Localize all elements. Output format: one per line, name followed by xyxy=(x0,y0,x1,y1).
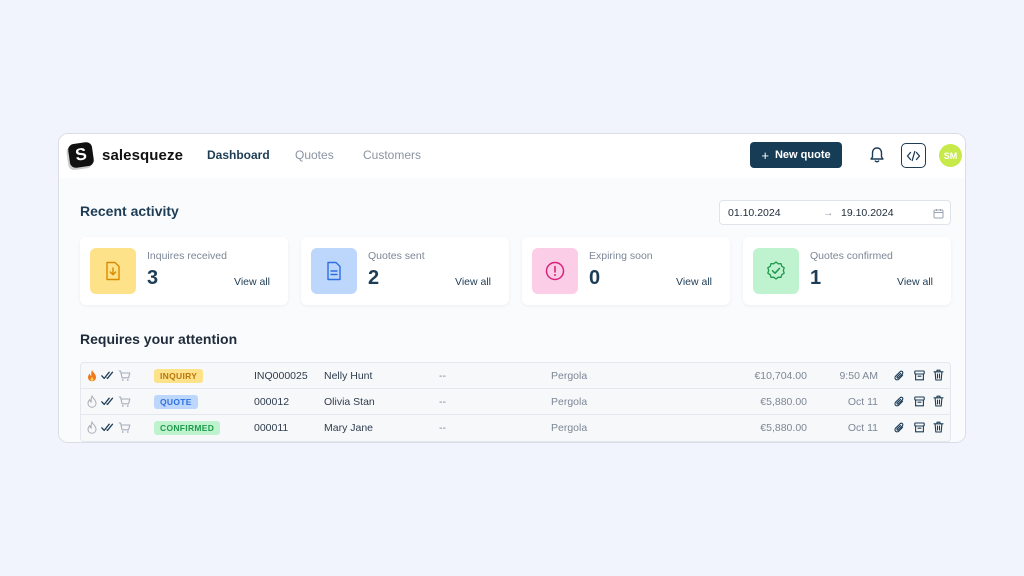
time: Oct 11 xyxy=(847,396,878,408)
card-quotes-confirmed: Quotes confirmed 1 View all xyxy=(743,237,951,305)
date-from: 01.10.2024 xyxy=(728,207,781,219)
brand-name: salesqueze xyxy=(102,146,184,164)
product-name: Pergola xyxy=(551,422,588,434)
new-quote-label: New quote xyxy=(774,149,831,161)
paperclip-icon[interactable] xyxy=(894,370,905,382)
view-all-link[interactable]: View all xyxy=(234,276,270,288)
status-badge: CONFIRMED xyxy=(154,421,221,435)
card-label: Quotes confirmed xyxy=(810,250,893,262)
check-badge-icon xyxy=(767,261,785,280)
new-quote-button[interactable]: + New quote xyxy=(750,142,842,168)
status-badge: QUOTE xyxy=(154,395,198,409)
amount: €5,880.00 xyxy=(760,422,807,434)
paperclip-icon[interactable] xyxy=(894,422,905,434)
cart-icon[interactable] xyxy=(118,370,131,382)
paperclip-icon[interactable] xyxy=(894,396,905,408)
customer-name[interactable]: Nelly Hunt xyxy=(324,370,373,382)
placeholder-value: -- xyxy=(439,422,446,434)
view-all-link[interactable]: View all xyxy=(676,276,712,288)
app-window: S salesqueze Dashboard Quotes Customers … xyxy=(58,133,966,443)
placeholder-value: -- xyxy=(439,396,446,408)
time: Oct 11 xyxy=(847,422,878,434)
card-value: 0 xyxy=(589,267,601,289)
top-navbar: S salesqueze Dashboard Quotes Customers … xyxy=(59,134,965,178)
flame-icon[interactable] xyxy=(86,369,98,382)
card-label: Quotes sent xyxy=(368,250,425,262)
archive-icon[interactable] xyxy=(914,370,925,381)
alert-circle-icon xyxy=(545,261,565,281)
calendar-icon[interactable] xyxy=(933,208,944,219)
nav-quotes[interactable]: Quotes xyxy=(295,148,334,162)
card-label: Expiring soon xyxy=(589,250,653,262)
table-row[interactable]: QUOTE 000012 Olivia Stan -- Pergola €5,8… xyxy=(81,389,950,415)
trash-icon[interactable] xyxy=(933,369,944,381)
double-check-icon xyxy=(101,397,114,406)
customer-name[interactable]: Mary Jane xyxy=(324,422,374,434)
placeholder-value: -- xyxy=(439,370,446,382)
trash-icon[interactable] xyxy=(933,421,944,433)
amount: €5,880.00 xyxy=(760,396,807,408)
flame-icon[interactable] xyxy=(86,395,98,408)
download-file-icon xyxy=(106,261,120,281)
table-row[interactable]: INQUIRY INQ000025 Nelly Hunt -- Pergola … xyxy=(81,363,950,389)
card-icon-box xyxy=(753,248,799,294)
brand-logo[interactable]: S salesqueze xyxy=(67,141,184,169)
table-row[interactable]: CONFIRMED 000011 Mary Jane -- Pergola €5… xyxy=(81,415,950,441)
quote-id[interactable]: 000012 xyxy=(254,396,290,408)
archive-icon[interactable] xyxy=(914,422,925,433)
product-name: Pergola xyxy=(551,396,588,408)
code-icon xyxy=(906,150,921,161)
card-expiring-soon: Expiring soon 0 View all xyxy=(522,237,730,305)
cart-icon[interactable] xyxy=(118,396,131,408)
embed-code-button[interactable] xyxy=(901,143,926,168)
trash-icon[interactable] xyxy=(933,395,944,407)
card-value: 3 xyxy=(147,267,159,289)
quote-id[interactable]: 000011 xyxy=(254,422,289,434)
card-icon-box xyxy=(532,248,578,294)
double-check-icon xyxy=(101,371,114,380)
date-to: 19.10.2024 xyxy=(841,207,894,219)
card-icon-box xyxy=(311,248,357,294)
view-all-link[interactable]: View all xyxy=(455,276,491,288)
status-badge: INQUIRY xyxy=(154,369,204,383)
amount: €10,704.00 xyxy=(754,370,807,382)
recent-activity-title: Recent activity xyxy=(80,203,179,219)
user-avatar[interactable]: SM xyxy=(939,144,962,167)
card-icon-box xyxy=(90,248,136,294)
dashboard-content: Recent activity 01.10.2024 → 19.10.2024 … xyxy=(59,178,965,442)
card-quotes-sent: Quotes sent 2 View all xyxy=(301,237,509,305)
cart-icon[interactable] xyxy=(118,422,131,434)
plus-icon: + xyxy=(761,147,769,163)
logo-mark: S xyxy=(67,141,95,169)
double-check-icon xyxy=(101,423,114,432)
card-value: 1 xyxy=(810,267,822,289)
time: 9:50 AM xyxy=(839,370,878,382)
date-range-picker[interactable]: 01.10.2024 → 19.10.2024 xyxy=(719,200,951,225)
attention-table: INQUIRY INQ000025 Nelly Hunt -- Pergola … xyxy=(80,362,951,442)
card-inquiries-received: Inquires received 3 View all xyxy=(80,237,288,305)
view-all-link[interactable]: View all xyxy=(897,276,933,288)
document-icon xyxy=(327,261,341,281)
customer-name[interactable]: Olivia Stan xyxy=(324,396,375,408)
requires-attention-title: Requires your attention xyxy=(80,331,238,347)
card-value: 2 xyxy=(368,267,380,289)
nav-dashboard[interactable]: Dashboard xyxy=(207,148,270,162)
flame-icon[interactable] xyxy=(86,421,98,434)
bell-icon[interactable] xyxy=(869,146,885,164)
product-name: Pergola xyxy=(551,370,588,382)
archive-icon[interactable] xyxy=(914,396,925,407)
date-arrow: → xyxy=(823,207,834,219)
nav-customers[interactable]: Customers xyxy=(363,148,422,162)
quote-id[interactable]: INQ000025 xyxy=(254,370,308,382)
card-label: Inquires received xyxy=(147,250,227,262)
